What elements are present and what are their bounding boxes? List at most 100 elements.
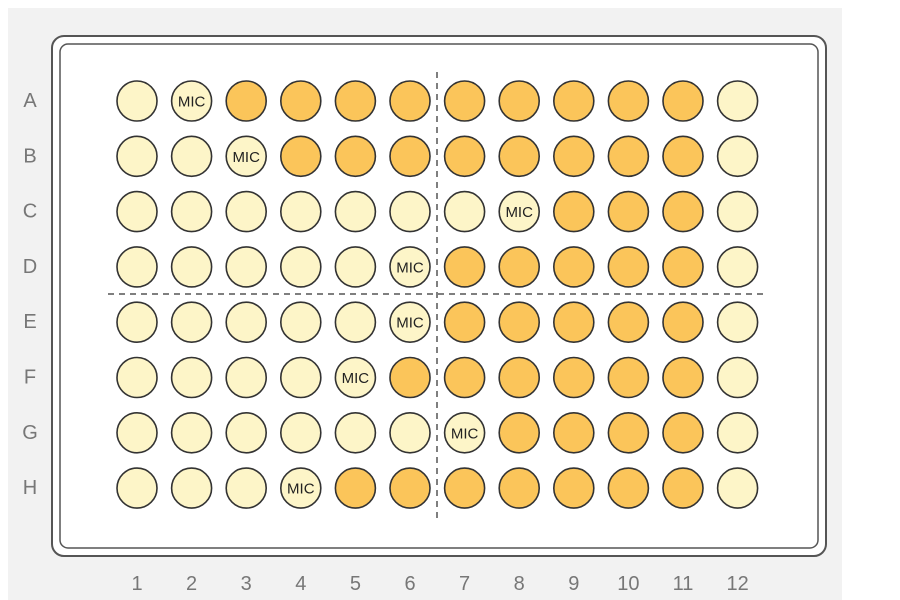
well-c1 xyxy=(116,190,158,233)
column-label-1: 1 xyxy=(131,573,142,595)
well-c6 xyxy=(389,190,431,233)
mic-label-f5: MIC xyxy=(342,370,370,387)
well-a1 xyxy=(116,80,158,122)
well-b2 xyxy=(170,135,213,178)
column-label-2: 2 xyxy=(186,573,197,595)
well-a7 xyxy=(443,80,486,122)
well-b10 xyxy=(607,135,650,178)
column-label-3: 3 xyxy=(241,573,252,595)
well-c9 xyxy=(552,190,595,233)
well-f9 xyxy=(552,356,595,399)
well-a6 xyxy=(389,80,431,122)
well-d8 xyxy=(498,246,541,288)
well-g3 xyxy=(225,411,267,454)
well-c3 xyxy=(225,190,267,233)
well-g4 xyxy=(279,411,322,454)
well-e11 xyxy=(662,301,704,344)
well-b7 xyxy=(443,135,486,178)
mic-label-h4: MIC xyxy=(287,481,315,498)
well-a8 xyxy=(498,80,541,122)
mic-label-e6: MIC xyxy=(396,315,424,332)
well-a2 xyxy=(170,80,213,122)
row-labels: A B C D E F G H xyxy=(22,90,38,499)
well-e10 xyxy=(607,301,650,344)
well-h8 xyxy=(498,467,541,509)
well-g12 xyxy=(716,411,759,454)
well-c8 xyxy=(498,190,541,233)
column-label-6: 6 xyxy=(404,573,415,595)
column-labels: 1 2 3 4 5 6 7 8 9 10 11 12 xyxy=(131,573,748,595)
well-a4 xyxy=(279,80,322,122)
well-a12 xyxy=(716,80,759,122)
well-g9 xyxy=(552,411,595,454)
well-b12 xyxy=(716,135,759,178)
row-label-b: B xyxy=(23,145,36,167)
row-label-h: H xyxy=(23,477,37,499)
well-f10 xyxy=(607,356,650,399)
well-d6 xyxy=(389,246,431,288)
well-d3 xyxy=(225,246,267,288)
mic-label-c8: MIC xyxy=(505,204,533,221)
well-a10 xyxy=(607,80,650,122)
plate-inner-frame xyxy=(59,43,819,549)
column-label-10: 10 xyxy=(617,573,639,595)
well-f11 xyxy=(662,356,704,399)
well-c11 xyxy=(662,190,704,233)
well-f5 xyxy=(334,356,377,399)
column-label-5: 5 xyxy=(350,573,361,595)
well-g7 xyxy=(443,411,486,454)
well-c10 xyxy=(607,190,650,233)
well-d9 xyxy=(552,246,595,288)
column-label-7: 7 xyxy=(459,573,470,595)
well-c12 xyxy=(716,190,759,233)
well-a3 xyxy=(225,80,267,122)
well-g10 xyxy=(607,411,650,454)
well-g5 xyxy=(334,411,377,454)
well-d1 xyxy=(116,246,158,288)
well-c7 xyxy=(443,190,486,233)
well-h12 xyxy=(716,467,759,509)
column-label-4: 4 xyxy=(295,573,306,595)
well-d7 xyxy=(443,246,486,288)
well-h3 xyxy=(225,467,267,509)
well-e9 xyxy=(552,301,595,344)
plate-outer-frame xyxy=(51,35,827,557)
well-e4 xyxy=(279,301,322,344)
row-label-a: A xyxy=(23,90,37,112)
well-c4 xyxy=(279,190,322,233)
well-b3 xyxy=(225,135,267,178)
well-a9 xyxy=(552,80,595,122)
well-f6 xyxy=(389,356,431,399)
well-g6 xyxy=(389,411,431,454)
well-g1 xyxy=(116,411,158,454)
row-label-c: C xyxy=(23,201,37,223)
well-e12 xyxy=(716,301,759,344)
well-e2 xyxy=(170,301,213,344)
well-b11 xyxy=(662,135,704,178)
well-h10 xyxy=(607,467,650,509)
well-d11 xyxy=(662,246,704,288)
well-e1 xyxy=(116,301,158,344)
column-label-9: 9 xyxy=(568,573,579,595)
well-e5 xyxy=(334,301,377,344)
well-b4 xyxy=(279,135,322,178)
column-label-11: 11 xyxy=(673,573,694,595)
well-h11 xyxy=(662,467,704,509)
well-b1 xyxy=(116,135,158,178)
well-e6 xyxy=(389,301,431,344)
well-c2 xyxy=(170,190,213,233)
well-f8 xyxy=(498,356,541,399)
well-a5 xyxy=(334,80,377,122)
well-d4 xyxy=(279,246,322,288)
column-label-8: 8 xyxy=(514,573,525,595)
well-f3 xyxy=(225,356,267,399)
well-c5 xyxy=(334,190,377,233)
mic-label-g7: MIC xyxy=(451,425,479,442)
well-h5 xyxy=(334,467,377,509)
well-f1 xyxy=(116,356,158,399)
well-e8 xyxy=(498,301,541,344)
row-label-f: F xyxy=(24,367,36,389)
well-b8 xyxy=(498,135,541,178)
well-a11 xyxy=(662,80,704,122)
well-d2 xyxy=(170,246,213,288)
